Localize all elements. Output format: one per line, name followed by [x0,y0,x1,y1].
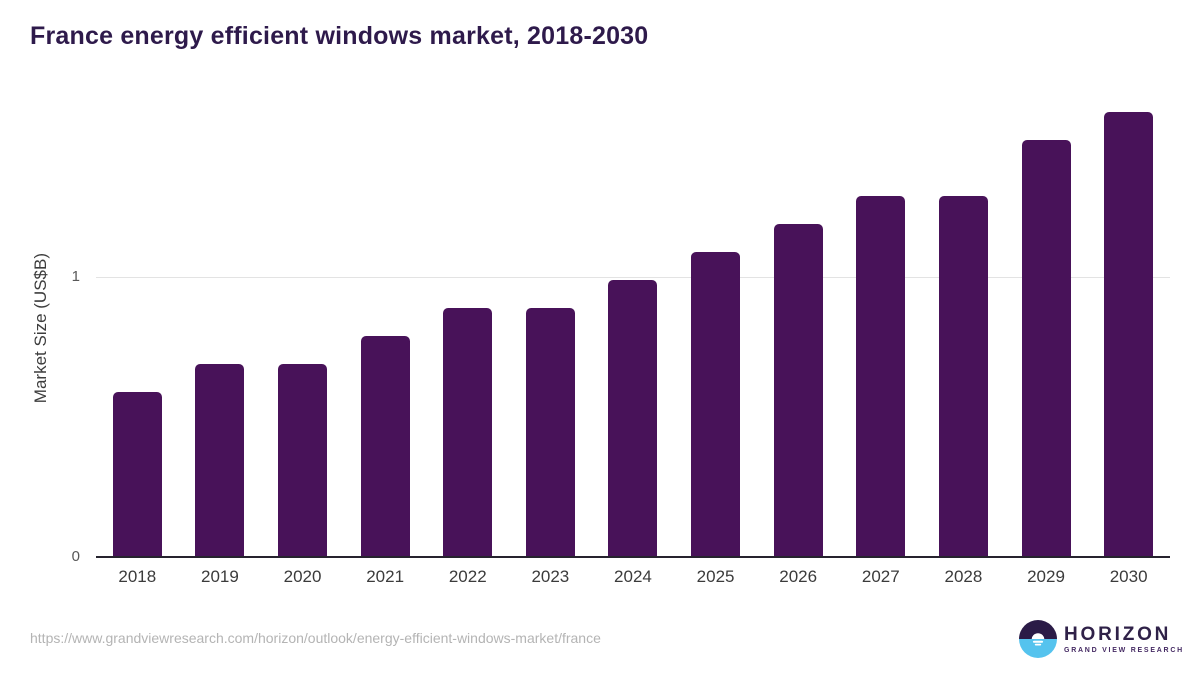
bar-2025 [691,252,741,557]
x-tick-label-2026: 2026 [779,567,818,586]
gridline-y1 [96,277,1170,278]
bar-slot-2018 [96,100,179,557]
bar-slot-2019 [179,100,262,557]
bar-slot-2021 [344,100,427,557]
horizon-logo-icon [1019,620,1057,658]
x-tick-label-2030: 2030 [1109,567,1148,586]
x-tick-label-2018: 2018 [118,567,157,586]
bar-2024 [608,280,658,557]
bar-slot-2030 [1087,100,1170,557]
x-axis-line [96,556,1170,558]
x-tick-label-2019: 2019 [201,567,239,586]
bar-slot-2025 [674,100,757,557]
bar-2030 [1104,112,1154,557]
logo-brand-name: HORIZON [1064,623,1172,645]
x-tick-label-2023: 2023 [531,567,570,586]
x-tick-label-2028: 2028 [944,567,983,586]
x-tick-label-2029: 2029 [1027,567,1065,586]
y-tick-label-1: 1 [71,268,80,285]
x-tick-label-2020: 2020 [283,567,322,586]
bar-2026 [773,224,823,557]
x-tick-label-2025: 2025 [696,567,735,586]
horizon-logo: HORIZON GRAND VIEW RESEARCH [1019,620,1184,658]
bars-row [96,100,1170,557]
x-tick-label-2027: 2027 [861,567,900,586]
bar-slot-2020 [261,100,344,557]
bar-2020 [278,364,328,557]
bar-2027 [856,196,906,557]
bar-2021 [360,336,410,557]
source-url: https://www.grandviewresearch.com/horizo… [30,630,601,646]
bar-2023 [525,308,575,557]
bar-2019 [195,364,245,557]
bar-slot-2024 [592,100,675,557]
horizon-logo-text: HORIZON GRAND VIEW RESEARCH [1064,625,1184,654]
bar-slot-2023 [509,100,592,557]
bar-slot-2026 [757,100,840,557]
bar-2022 [443,308,493,557]
bar-slot-2028 [922,100,1005,557]
bar-slot-2022 [426,100,509,557]
x-tick-label-2021: 2021 [366,567,405,586]
bar-slot-2029 [1005,100,1088,557]
bar-2028 [938,196,988,557]
chart-title: France energy efficient windows market, … [30,22,649,50]
bar-slot-2027 [839,100,922,557]
x-tick-label-2024: 2024 [614,567,652,586]
x-tick-label-2022: 2022 [448,567,487,586]
logo-sub-name: GRAND VIEW RESEARCH [1064,646,1184,654]
bar-2029 [1021,140,1071,557]
bar-2018 [112,392,162,557]
y-tick-label-0: 0 [71,548,80,565]
x-labels-row: 2018 2019 2020 2021 2022 2023 2024 2025 2026 2027… [96,567,1170,587]
y-axis-label: Market Size (US$B) [31,253,50,404]
